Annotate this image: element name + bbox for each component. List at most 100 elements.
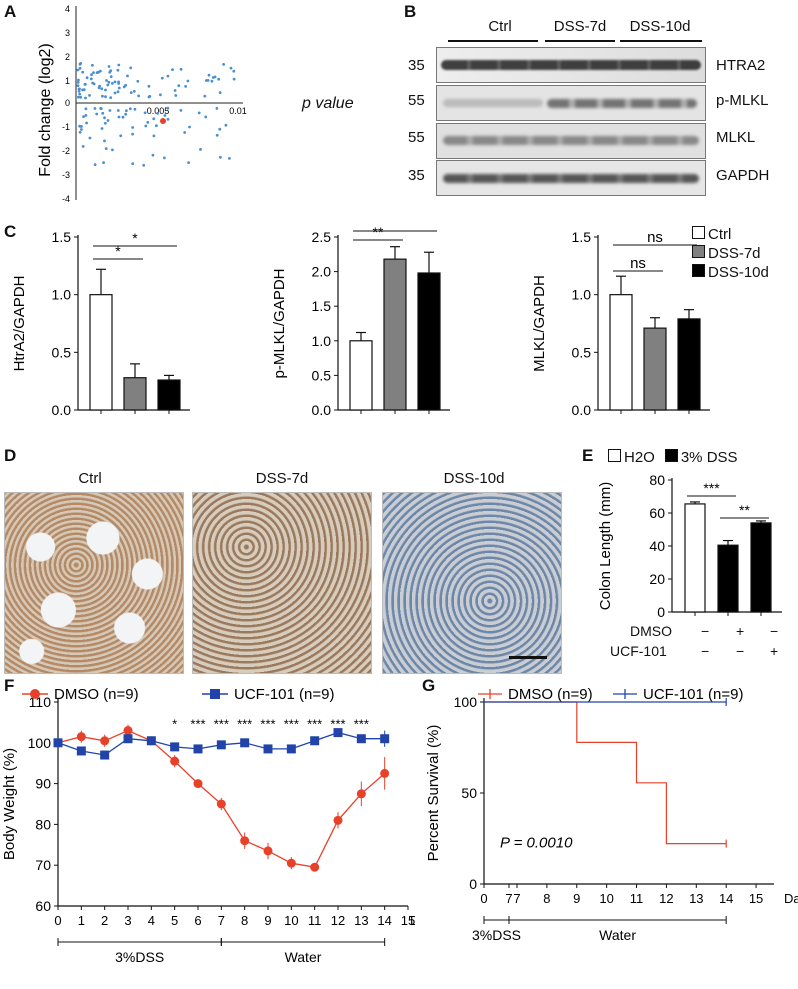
scatter-point xyxy=(81,145,85,148)
scatter-point xyxy=(129,66,133,70)
x-tick-label: 5 xyxy=(171,913,178,928)
panel-label-f: F xyxy=(4,676,15,695)
highlight-point xyxy=(160,118,166,124)
scatter-point xyxy=(131,162,135,166)
y-tick-label: 1.0 xyxy=(312,333,332,349)
mark: + xyxy=(736,623,745,639)
x-tick-label: 6 xyxy=(194,913,201,928)
x-tick-label: 7 xyxy=(218,913,225,928)
scatter-point xyxy=(188,125,191,129)
scatter-point xyxy=(152,134,156,138)
data-point xyxy=(76,746,86,756)
scatter-point xyxy=(218,127,222,131)
ytick-label: -4 xyxy=(62,194,70,204)
scatter-point xyxy=(232,77,236,81)
x-tick-label: 10 xyxy=(599,891,613,906)
data-point xyxy=(263,744,273,754)
bar xyxy=(157,379,181,411)
p-value-label: P = 0.0010 xyxy=(500,835,573,852)
scatter-point xyxy=(77,95,80,99)
scatter-point xyxy=(151,153,155,157)
scatter-point xyxy=(213,75,217,79)
sig-label: *** xyxy=(284,717,299,732)
blot-name-gapdh: GAPDH xyxy=(716,167,770,184)
scatter-point xyxy=(78,92,82,96)
scatter-point xyxy=(92,82,96,86)
y-tick-label: 0.0 xyxy=(312,402,332,418)
legend-label: H2O xyxy=(624,449,655,466)
data-point xyxy=(240,836,250,846)
data-point xyxy=(193,779,203,789)
phase-label: Water xyxy=(285,949,322,965)
chart-c2: 0.00.51.01.52.02.5p-MLKL/GAPDH*** xyxy=(271,225,450,418)
blot-group-dss10: DSS-10d xyxy=(629,18,691,35)
scatter-point xyxy=(129,91,133,94)
scatter-point xyxy=(126,74,129,78)
scatter-point xyxy=(146,121,150,124)
scatter-point xyxy=(100,127,104,130)
x-tick-label: 13 xyxy=(689,891,703,906)
y-tick-label: 1.5 xyxy=(572,229,592,245)
scatter-point xyxy=(83,83,87,86)
scatter-point xyxy=(215,133,219,137)
scatter-point xyxy=(101,94,104,98)
panel-a-xtick: 0.005 xyxy=(147,106,170,116)
survival-curve xyxy=(484,701,727,845)
panel-a-xlabel: p value xyxy=(302,95,354,112)
scatter-point xyxy=(124,112,128,116)
scatter-point xyxy=(88,94,91,97)
y-tick-label: 0 xyxy=(469,876,477,892)
data-point xyxy=(240,738,250,748)
legend-label: DMSO (n=9) xyxy=(508,686,593,703)
data-point xyxy=(380,768,390,778)
scatter-point xyxy=(102,161,105,165)
scatter-point xyxy=(78,124,81,128)
scatter-point xyxy=(125,109,128,113)
sig-label: * xyxy=(392,225,398,231)
scatter-point xyxy=(228,157,231,160)
scatter-point xyxy=(152,117,156,121)
y-tick-label: 2.5 xyxy=(312,229,332,245)
blot-row-pmlkl xyxy=(436,85,706,121)
legend-marker xyxy=(210,689,220,699)
sig-label: *** xyxy=(190,717,205,732)
scatter-point xyxy=(159,93,162,97)
scatter-point xyxy=(131,126,135,129)
bar xyxy=(643,327,667,411)
micrograph-ctrl xyxy=(4,492,184,674)
scatter-point xyxy=(85,121,88,125)
x-tick-label: 9 xyxy=(573,891,580,906)
scatter-point xyxy=(104,147,108,151)
bar xyxy=(123,377,147,411)
scatter-point xyxy=(186,79,190,83)
y-tick-label: 0.5 xyxy=(312,367,332,383)
scatter-point xyxy=(197,111,201,115)
scatter-point xyxy=(173,89,177,92)
y-tick-label: 1.5 xyxy=(52,229,72,245)
x-tick-label: 8 xyxy=(543,891,550,906)
scatter-point xyxy=(166,74,170,78)
x-tick-label: 7 xyxy=(505,891,512,906)
ytick-label: -1 xyxy=(62,122,70,132)
x-tick-label: 10 xyxy=(284,913,298,928)
row-label: DMSO xyxy=(630,623,672,639)
scatter-point xyxy=(229,66,233,70)
scatter-point xyxy=(109,96,113,99)
scatter-point xyxy=(81,70,85,74)
scatter-point xyxy=(88,136,92,140)
y-tick-label: 0.5 xyxy=(52,344,72,360)
scatter-point xyxy=(82,115,85,118)
scatter-point xyxy=(104,95,107,99)
y-tick-label: 60 xyxy=(649,505,665,521)
scatter-point xyxy=(76,81,80,84)
data-point xyxy=(170,742,180,752)
blot-row-mlkl xyxy=(436,123,706,159)
scatter-point xyxy=(116,109,120,112)
data-point xyxy=(146,736,156,746)
micro-title-dss10: DSS-10d xyxy=(443,470,505,487)
y-tick-label: 70 xyxy=(35,857,51,873)
scatter-point xyxy=(163,156,166,160)
data-point xyxy=(356,734,366,744)
y-tick-label: 0 xyxy=(657,604,665,620)
